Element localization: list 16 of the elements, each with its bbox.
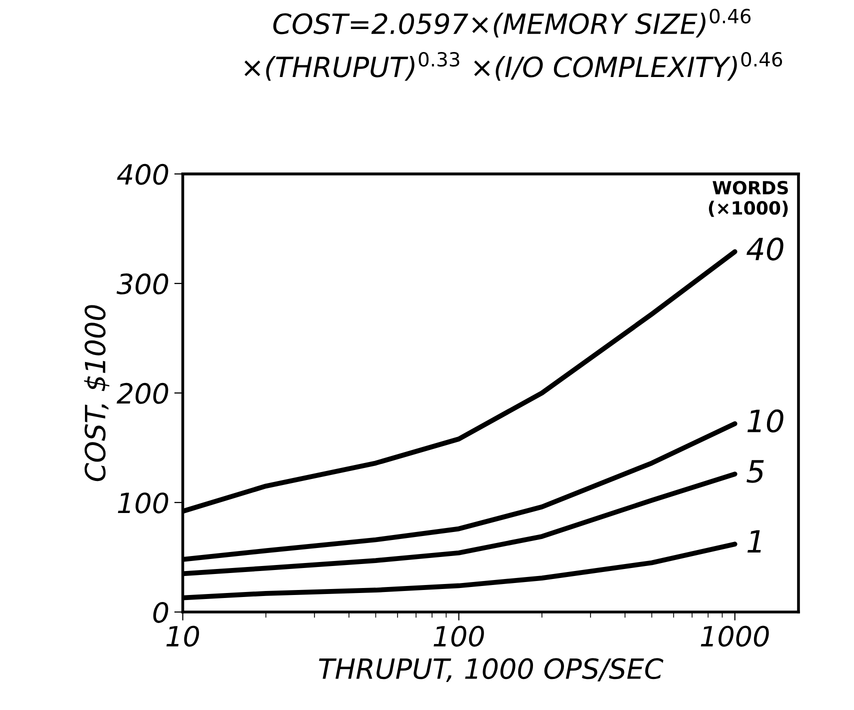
x-tick-label: 1000 bbox=[700, 626, 769, 647]
y-tick-label: 100 bbox=[118, 492, 168, 514]
y-tick-label: 300 bbox=[116, 273, 168, 294]
x-tick-label: 10 bbox=[166, 626, 200, 647]
series-label: 40 bbox=[746, 237, 784, 261]
y-axis-title: COST, $1000 bbox=[84, 305, 110, 482]
y-tick-label: 0 bbox=[153, 602, 168, 623]
x-axis-title: THRUPUT, 1000 OPS/SEC bbox=[319, 658, 664, 682]
y-tick-label: 400 bbox=[117, 164, 168, 185]
x-tick-label: 100 bbox=[434, 626, 484, 647]
y-tick-label: 200 bbox=[116, 382, 168, 404]
chart-title: COST=2.0597×(MEMORY SIZE)$^{0.46}$ ×(THRUPUT)$^{0.33}$ ×(I/O COMPLEXITY)$^{0.46}$ bbox=[244, 8, 782, 81]
series-label: 10 bbox=[747, 409, 784, 433]
series-label: 5 bbox=[746, 460, 764, 483]
legend-title: WORDS (×1000) bbox=[708, 180, 788, 217]
series-label: 1 bbox=[747, 530, 761, 553]
